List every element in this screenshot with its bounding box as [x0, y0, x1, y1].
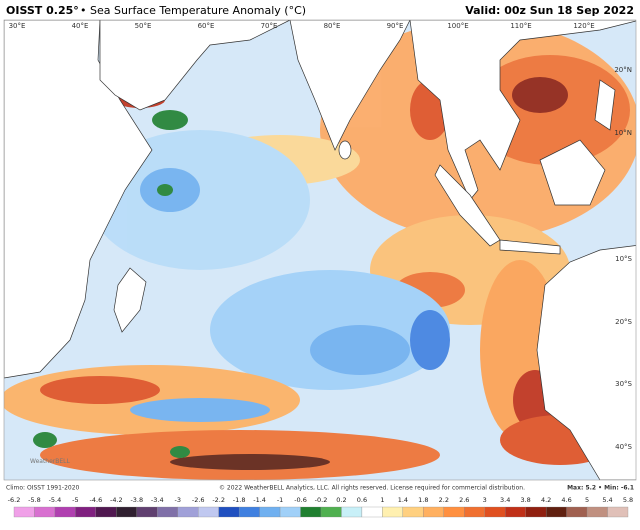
colorbar-swatch	[259, 506, 281, 518]
map-frame	[3, 19, 637, 481]
max-min: Max: 5.2 • Min: -6.1	[567, 485, 634, 492]
colorbar-swatch	[525, 506, 547, 518]
colorbar-label: 3.4	[500, 496, 510, 504]
colorbar-label: -3.8	[130, 496, 143, 504]
colorbar-label: -4.6	[90, 496, 103, 504]
colorbar-swatch	[218, 506, 240, 518]
colorbar-swatch	[157, 506, 178, 518]
colorbar-swatch	[300, 506, 322, 518]
lon-label: 60°E	[198, 22, 215, 30]
lat-label: 20°N	[614, 66, 632, 74]
colorbar-label: 1.8	[418, 496, 428, 504]
colorbar-label: 4.2	[541, 496, 551, 504]
colorbar-swatch	[586, 506, 608, 518]
lat-label: 20°S	[615, 318, 632, 326]
lon-label: 100°E	[447, 22, 468, 30]
colorbar-swatch	[382, 506, 404, 518]
latitude-labels: 20°N 10°N 10°S 20°S 30°S 40°S	[614, 66, 632, 451]
colorbar-swatch	[423, 506, 444, 518]
colorbar-swatch	[13, 506, 35, 518]
colorbar-label: -5.4	[49, 496, 62, 504]
colorbar: -6.2 -5.8 -5.4 -5 -4.6 -4.2 -3.8 -3.4 -3 -2.6 -2.2…	[8, 496, 633, 518]
lon-label: 90°E	[387, 22, 404, 30]
colorbar-swatch	[341, 506, 363, 518]
colorbar-label: 2.6	[459, 496, 469, 504]
colorbar-swatch	[279, 506, 301, 518]
longitude-labels: 30°E 40°E 50°E 60°E 70°E 80°E 90°E 100°E 110°E 12…	[9, 22, 595, 30]
map: WeatherBELL	[4, 20, 636, 480]
colorbar-label: -1.8	[233, 496, 246, 504]
colorbar-label: -0.6	[294, 496, 307, 504]
colorbar-swatch	[443, 506, 465, 518]
lat-label: 30°S	[615, 380, 632, 388]
lon-label: 50°E	[135, 22, 152, 30]
colorbar-swatch	[607, 506, 629, 518]
colorbar-swatch	[320, 506, 342, 518]
colorbar-swatch	[361, 506, 383, 518]
colorbar-swatch	[484, 506, 506, 518]
colorbar-swatch	[545, 506, 567, 518]
colorbar-swatch	[505, 506, 526, 518]
land	[4, 20, 636, 480]
colorbar-label: -2.6	[192, 496, 205, 504]
colorbar-swatch	[34, 506, 56, 518]
colorbar-label: -2.2	[212, 496, 225, 504]
copyright: © 2022 WeatherBELL Analytics, LLC. All r…	[219, 485, 525, 492]
lon-label: 110°E	[510, 22, 531, 30]
colorbar-label: -1.4	[253, 496, 266, 504]
colorbar-label: 3	[483, 496, 487, 504]
climo-note: Climo: OISST 1991-2020	[6, 485, 80, 492]
colorbar-label: 1	[380, 496, 384, 504]
colorbar-label: -5	[72, 496, 78, 504]
colorbar-swatch	[116, 506, 137, 518]
colorbar-label: 5.8	[623, 496, 633, 504]
colorbar-label: -1	[277, 496, 283, 504]
colorbar-swatch	[238, 506, 260, 518]
watermark: WeatherBELL	[30, 458, 71, 465]
colorbar-label: 3.8	[520, 496, 530, 504]
lon-label: 30°E	[9, 22, 26, 30]
colorbar-label: -3.4	[151, 496, 164, 504]
colorbar-label: -6.2	[8, 496, 21, 504]
colorbar-swatch	[136, 506, 158, 518]
lat-label: 10°N	[614, 129, 632, 137]
colorbar-swatch	[54, 506, 76, 518]
colorbar-swatch	[402, 506, 424, 518]
colorbar-swatch	[95, 506, 117, 518]
colorbar-label: -5.8	[28, 496, 41, 504]
colorbar-label: 1.4	[398, 496, 408, 504]
colorbar-label: 0.2	[336, 496, 346, 504]
product-name: OISST 0.25°	[6, 4, 79, 17]
map-title: • Sea Surface Temperature Anomaly (°C)	[80, 4, 306, 17]
colorbar-label: 4.6	[561, 496, 571, 504]
colorbar-swatch	[464, 506, 485, 518]
colorbar-swatch	[177, 506, 199, 518]
lat-label: 40°S	[615, 443, 632, 451]
colorbar-swatch	[75, 506, 97, 518]
lon-label: 40°E	[72, 22, 89, 30]
colorbar-label: 5.4	[602, 496, 612, 504]
colorbar-swatch	[566, 506, 588, 518]
colorbar-swatch	[198, 506, 219, 518]
colorbar-label: -0.2	[315, 496, 328, 504]
colorbar-label: -4.2	[110, 496, 123, 504]
colorbar-label: -3	[174, 496, 180, 504]
lat-label: 10°S	[615, 255, 632, 263]
lon-label: 120°E	[573, 22, 594, 30]
colorbar-label: 2.2	[439, 496, 449, 504]
lon-label: 80°E	[324, 22, 341, 30]
colorbar-label: 5	[585, 496, 589, 504]
valid-time: Valid: 00z Sun 18 Sep 2022	[465, 4, 634, 17]
colorbar-label: 0.6	[357, 496, 367, 504]
lon-label: 70°E	[261, 22, 278, 30]
